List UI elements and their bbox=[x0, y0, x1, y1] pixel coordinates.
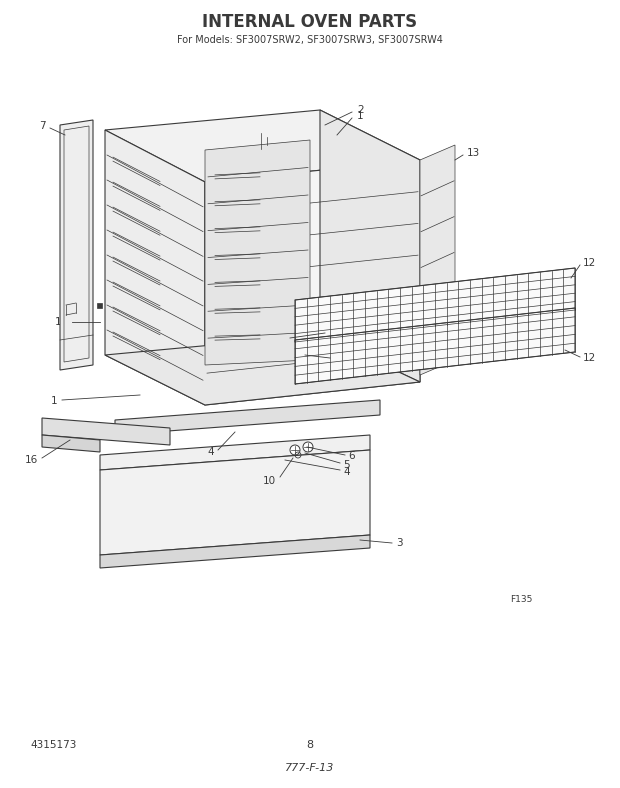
Polygon shape bbox=[205, 140, 310, 365]
Text: 12: 12 bbox=[583, 258, 596, 268]
Circle shape bbox=[303, 442, 313, 452]
Text: 10: 10 bbox=[263, 476, 276, 486]
Text: 4315173: 4315173 bbox=[30, 740, 76, 750]
Text: 4: 4 bbox=[343, 467, 350, 477]
Polygon shape bbox=[105, 335, 420, 405]
Text: 2: 2 bbox=[357, 105, 363, 115]
Polygon shape bbox=[100, 535, 370, 568]
Polygon shape bbox=[105, 110, 420, 182]
Text: 777-F-13: 777-F-13 bbox=[285, 763, 335, 773]
Polygon shape bbox=[60, 120, 93, 370]
Text: 3: 3 bbox=[396, 538, 402, 548]
Circle shape bbox=[290, 445, 300, 455]
Text: 7: 7 bbox=[40, 121, 46, 131]
Text: 8: 8 bbox=[306, 740, 314, 750]
Text: 1: 1 bbox=[50, 396, 57, 406]
Polygon shape bbox=[295, 268, 575, 342]
Polygon shape bbox=[295, 308, 575, 384]
Polygon shape bbox=[42, 418, 170, 445]
Polygon shape bbox=[105, 130, 205, 405]
Text: INTERNAL OVEN PARTS: INTERNAL OVEN PARTS bbox=[203, 13, 417, 31]
Text: For Models: SF3007SRW2, SF3007SRW3, SF3007SRW4: For Models: SF3007SRW2, SF3007SRW3, SF30… bbox=[177, 35, 443, 45]
Text: 16: 16 bbox=[25, 455, 38, 465]
Polygon shape bbox=[42, 435, 100, 452]
Text: 4: 4 bbox=[207, 447, 214, 457]
Polygon shape bbox=[115, 400, 380, 435]
Text: 11: 11 bbox=[333, 355, 346, 365]
Text: 15: 15 bbox=[55, 317, 68, 327]
Polygon shape bbox=[320, 110, 420, 382]
Text: F135: F135 bbox=[510, 596, 533, 604]
Polygon shape bbox=[100, 450, 370, 555]
Bar bbox=[97, 303, 102, 308]
Polygon shape bbox=[420, 145, 455, 375]
Text: 13: 13 bbox=[467, 148, 480, 158]
Text: 14: 14 bbox=[328, 327, 341, 337]
Text: 1: 1 bbox=[357, 111, 363, 121]
Text: 5: 5 bbox=[343, 460, 350, 470]
Polygon shape bbox=[205, 160, 420, 405]
Polygon shape bbox=[100, 435, 370, 470]
Text: 12: 12 bbox=[583, 353, 596, 363]
Text: 6: 6 bbox=[348, 451, 355, 461]
